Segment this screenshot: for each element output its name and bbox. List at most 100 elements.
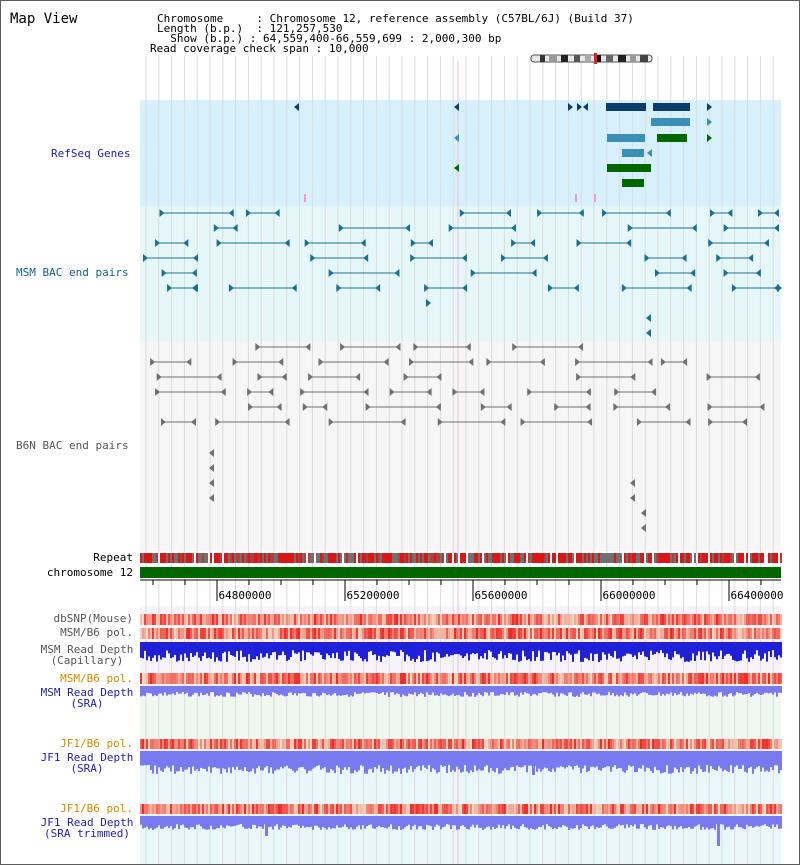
gene-strand-arrow[interactable] bbox=[577, 103, 582, 111]
msm-bac-pair-end[interactable] bbox=[505, 209, 511, 217]
b6n-bac-pair-end[interactable] bbox=[754, 373, 760, 381]
msm-bac-pair-end[interactable] bbox=[410, 239, 416, 247]
msm-bac-pair-end[interactable] bbox=[143, 254, 149, 262]
b6n-bac-pair-end[interactable] bbox=[160, 418, 166, 426]
msm-bac-pair-end[interactable] bbox=[500, 254, 506, 262]
gene-feature[interactable] bbox=[653, 103, 690, 111]
msm-bac-pair-end[interactable] bbox=[627, 224, 633, 232]
b6n-bac-pair-end[interactable] bbox=[363, 388, 369, 396]
b6n-bac-end[interactable] bbox=[209, 464, 214, 472]
gene-strand-arrow[interactable] bbox=[294, 103, 299, 111]
msm-bac-pair-end[interactable] bbox=[470, 269, 476, 277]
msm-bac-pair-end[interactable] bbox=[530, 239, 536, 247]
b6n-bac-pair-end[interactable] bbox=[682, 358, 688, 366]
b6n-bac-pair-end[interactable] bbox=[585, 403, 591, 411]
msm-bac-pair-end[interactable] bbox=[304, 239, 310, 247]
msm-bac-pair-end[interactable] bbox=[547, 284, 553, 292]
gene-strand-arrow[interactable] bbox=[707, 103, 712, 111]
msm-bac-pair-end[interactable] bbox=[716, 254, 722, 262]
b6n-bac-pair-end[interactable] bbox=[257, 373, 263, 381]
gene-marker[interactable] bbox=[575, 194, 577, 202]
b6n-bac-pair-end[interactable] bbox=[383, 358, 389, 366]
msm-bac-end[interactable] bbox=[777, 284, 782, 292]
msm-bac-pair-end[interactable] bbox=[708, 239, 714, 247]
gene-strand-arrow[interactable] bbox=[707, 118, 712, 126]
b6n-bac-pair-end[interactable] bbox=[554, 403, 560, 411]
b6n-bac-pair-end[interactable] bbox=[248, 403, 254, 411]
gene-strand-arrow[interactable] bbox=[454, 134, 459, 142]
b6n-bac-pair-end[interactable] bbox=[308, 373, 314, 381]
msm-bac-pair-end[interactable] bbox=[542, 254, 548, 262]
msm-bac-pair-end[interactable] bbox=[167, 284, 173, 292]
b6n-bac-pair-end[interactable] bbox=[575, 358, 581, 366]
b6n-bac-pair-end[interactable] bbox=[578, 343, 584, 351]
chromosome-ideogram[interactable] bbox=[530, 53, 654, 65]
msm-bac-pair-end[interactable] bbox=[291, 284, 297, 292]
msm-bac-pair-end[interactable] bbox=[723, 269, 729, 277]
b6n-bac-pair-end[interactable] bbox=[630, 373, 636, 381]
msm-bac-pair-end[interactable] bbox=[727, 209, 733, 217]
b6n-bac-pair-end[interactable] bbox=[232, 358, 238, 366]
b6n-bac-end[interactable] bbox=[630, 494, 635, 502]
b6n-bac-pair-end[interactable] bbox=[651, 388, 657, 396]
b6n-bac-pair-end[interactable] bbox=[587, 418, 593, 426]
b6n-bac-pair-end[interactable] bbox=[190, 418, 196, 426]
msm-bac-pair-end[interactable] bbox=[691, 224, 697, 232]
b6n-bac-pair-end[interactable] bbox=[186, 358, 192, 366]
msm-bac-pair-end[interactable] bbox=[155, 239, 161, 247]
gene-strand-arrow[interactable] bbox=[568, 103, 573, 111]
msm-bac-pair-end[interactable] bbox=[626, 239, 632, 247]
msm-bac-pair-end[interactable] bbox=[193, 254, 199, 262]
msm-bac-pair-end[interactable] bbox=[654, 269, 660, 277]
b6n-bac-pair-end[interactable] bbox=[408, 358, 414, 366]
b6n-bac-pair-end[interactable] bbox=[613, 403, 619, 411]
msm-bac-pair-end[interactable] bbox=[459, 209, 465, 217]
b6n-bac-pair-end[interactable] bbox=[389, 388, 395, 396]
b6n-bac-pair-end[interactable] bbox=[395, 343, 401, 351]
b6n-bac-pair-end[interactable] bbox=[685, 418, 691, 426]
msm-bac-end[interactable] bbox=[646, 329, 651, 337]
msm-bac-pair-end[interactable] bbox=[602, 209, 608, 217]
gene-strand-arrow[interactable] bbox=[454, 103, 459, 111]
b6n-bac-pair-end[interactable] bbox=[340, 343, 346, 351]
msm-bac-pair-end[interactable] bbox=[686, 284, 692, 292]
b6n-bac-pair-end[interactable] bbox=[318, 358, 324, 366]
b6n-bac-pair-end[interactable] bbox=[436, 373, 442, 381]
msm-bac-pair-end[interactable] bbox=[336, 284, 342, 292]
b6n-bac-pair-end[interactable] bbox=[220, 388, 226, 396]
msm-bac-pair-end[interactable] bbox=[758, 209, 763, 217]
msm-bac-pair-end[interactable] bbox=[774, 224, 779, 232]
msm-bac-pair-end[interactable] bbox=[731, 284, 737, 292]
b6n-bac-pair-end[interactable] bbox=[742, 418, 748, 426]
b6n-bac-pair-end[interactable] bbox=[468, 358, 474, 366]
b6n-bac-pair-end[interactable] bbox=[708, 418, 714, 426]
b6n-bac-pair-end[interactable] bbox=[585, 388, 591, 396]
b6n-bac-pair-end[interactable] bbox=[305, 343, 311, 351]
b6n-bac-pair-end[interactable] bbox=[155, 388, 161, 396]
msm-bac-pair-end[interactable] bbox=[537, 209, 543, 217]
b6n-bac-end[interactable] bbox=[641, 509, 646, 517]
msm-bac-pair-end[interactable] bbox=[375, 284, 381, 292]
b6n-bac-pair-end[interactable] bbox=[255, 343, 261, 351]
msm-bac-pair-end[interactable] bbox=[710, 209, 716, 217]
b6n-bac-pair-end[interactable] bbox=[216, 373, 222, 381]
msm-bac-pair-end[interactable] bbox=[274, 209, 280, 217]
b6n-bac-pair-end[interactable] bbox=[480, 403, 486, 411]
gene-feature[interactable] bbox=[657, 134, 687, 142]
b6n-bac-pair-end[interactable] bbox=[302, 403, 308, 411]
msm-bac-pair-end[interactable] bbox=[774, 209, 779, 217]
gene-strand-arrow[interactable] bbox=[454, 164, 459, 172]
b6n-bac-pair-end[interactable] bbox=[500, 418, 506, 426]
gene-strand-arrow[interactable] bbox=[707, 134, 712, 142]
msm-bac-end[interactable] bbox=[646, 314, 651, 322]
b6n-bac-pair-end[interactable] bbox=[759, 403, 765, 411]
msm-bac-pair-end[interactable] bbox=[576, 239, 582, 247]
gene-marker[interactable] bbox=[304, 194, 306, 202]
gene-strand-arrow[interactable] bbox=[647, 149, 652, 157]
msm-bac-pair-end[interactable] bbox=[573, 284, 579, 292]
b6n-bac-pair-end[interactable] bbox=[647, 358, 653, 366]
msm-bac-pair-end[interactable] bbox=[427, 239, 433, 247]
b6n-bac-pair-end[interactable] bbox=[465, 343, 471, 351]
msm-bac-pair-end[interactable] bbox=[461, 254, 467, 262]
msm-bac-pair-end[interactable] bbox=[284, 239, 290, 247]
